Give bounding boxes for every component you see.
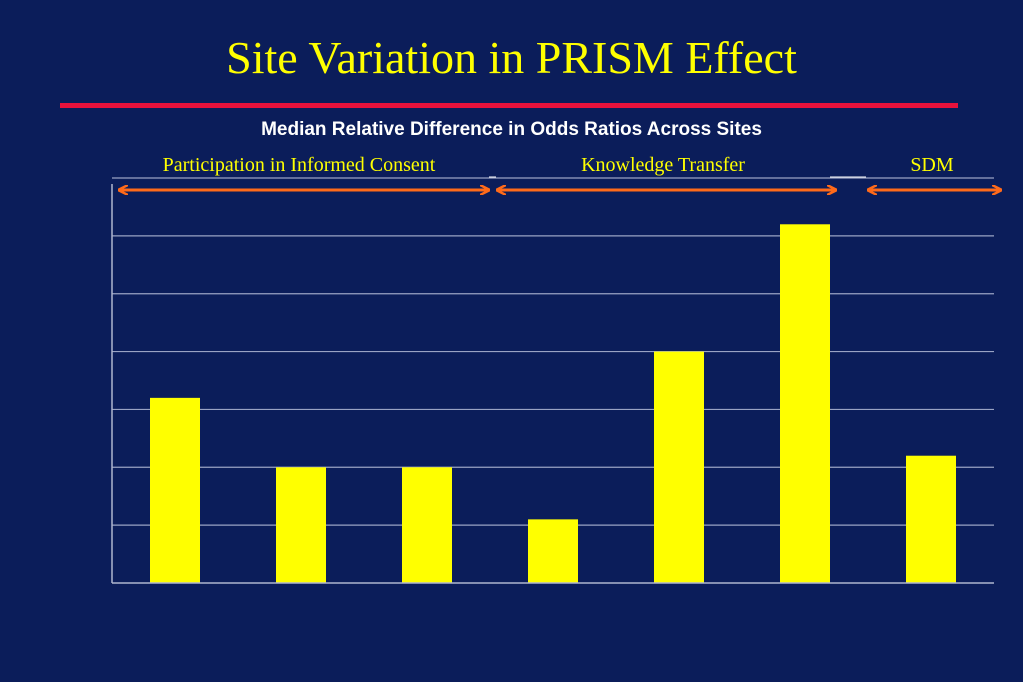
- title-divider: [60, 103, 958, 108]
- bars: [150, 224, 956, 584]
- chart-title: Median Relative Difference in Odds Ratio…: [261, 119, 762, 140]
- bar-7: [906, 455, 956, 583]
- group-label-knowledge-transfer: Knowledge Transfer: [581, 154, 745, 176]
- bar-5: [654, 351, 704, 583]
- gridlines: [112, 177, 994, 526]
- bar-3: [402, 467, 452, 583]
- bar-6: [780, 224, 830, 584]
- bar-4: [528, 519, 578, 583]
- group-label-informed-consent: Participation in Informed Consent: [162, 154, 436, 176]
- slide-title: Site Variation in PRISM Effect: [226, 32, 797, 83]
- group-label-sdm: SDM: [910, 154, 954, 176]
- bar-2: [276, 467, 326, 583]
- bar-1: [150, 397, 200, 583]
